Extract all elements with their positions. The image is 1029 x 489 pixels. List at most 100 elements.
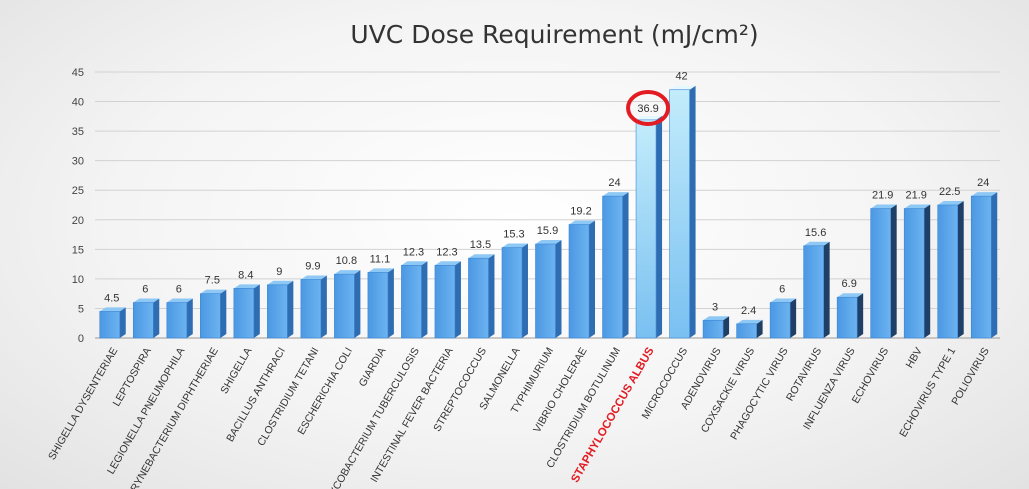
bar — [166, 298, 193, 339]
bar-front — [669, 89, 690, 339]
bar-side — [253, 284, 260, 338]
bar-front — [702, 319, 724, 339]
bar-front — [501, 247, 523, 339]
bar-side — [756, 319, 763, 338]
bar-side — [153, 298, 160, 338]
bars — [99, 85, 998, 339]
bar-side — [991, 192, 998, 338]
bar-front — [769, 302, 791, 339]
bar-side — [354, 270, 361, 338]
bar-top — [535, 240, 562, 245]
data-label: 36.9 — [637, 103, 658, 115]
bar-side — [119, 307, 126, 338]
bar-front — [568, 224, 590, 339]
bar-top — [468, 254, 495, 259]
bar-side — [521, 243, 528, 338]
bar-top — [703, 316, 730, 321]
y-tick-label: 20 — [72, 215, 84, 227]
data-labels: 4.5 6 6 7.5 8.4 9 9.9 10.8 11.1 12.3 12.3 13.5 15.3 1… — [104, 71, 989, 317]
bar-front — [468, 257, 489, 339]
data-label: 12.3 — [436, 246, 457, 258]
bar — [367, 268, 394, 339]
bar-side — [890, 204, 897, 338]
bar — [233, 284, 260, 339]
bar-front — [937, 204, 959, 339]
bar-side — [421, 261, 428, 338]
y-tick-label: 0 — [78, 333, 84, 345]
bar-front — [970, 195, 992, 339]
bar — [535, 240, 562, 339]
x-tick-label: HBV — [904, 346, 925, 371]
bar — [300, 275, 327, 339]
y-tick-label: 45 — [72, 67, 84, 79]
bar — [99, 307, 126, 339]
bar-top — [133, 298, 160, 303]
bar-top — [200, 289, 227, 294]
bar-top — [367, 268, 394, 273]
bar-top — [300, 275, 327, 280]
bar-front — [736, 323, 757, 339]
bar-top — [501, 243, 528, 248]
bar-front — [803, 245, 824, 339]
y-tick-label: 10 — [72, 274, 84, 286]
bar — [836, 293, 864, 339]
bar — [132, 298, 160, 339]
x-tick-label: SHIGELLA DYSENTERIAE — [46, 346, 120, 463]
data-label: 2.4 — [741, 305, 756, 317]
bar — [769, 298, 797, 339]
bar-top — [569, 220, 596, 225]
bar-side — [689, 85, 696, 338]
data-label: 19.2 — [570, 206, 591, 218]
bar-top — [770, 298, 797, 303]
data-label: 15.9 — [537, 225, 558, 237]
bar-side — [823, 241, 830, 338]
bar — [635, 115, 663, 339]
bar-side — [387, 268, 394, 338]
bar-top — [267, 280, 294, 285]
bar — [401, 261, 428, 339]
bar — [602, 192, 629, 339]
bar-top — [736, 319, 763, 324]
data-label: 15.6 — [805, 227, 826, 239]
y-tick-label: 40 — [72, 97, 84, 109]
bar-side — [488, 254, 495, 338]
bar — [803, 241, 830, 339]
bar-front — [334, 273, 355, 339]
bar-side — [454, 261, 461, 338]
bar — [736, 319, 763, 339]
bar-top — [602, 192, 629, 197]
data-label: 11.1 — [370, 253, 391, 265]
bar — [501, 243, 528, 339]
data-label: 6 — [142, 284, 148, 296]
bar-side — [287, 280, 294, 338]
data-label: 15.3 — [503, 229, 524, 241]
y-tick-label: 35 — [72, 126, 84, 138]
bar-top — [870, 204, 897, 209]
bar-side — [555, 240, 562, 338]
data-label: 10.8 — [336, 255, 357, 267]
x-tick-label: SHIGELLA — [218, 346, 254, 396]
bar — [200, 289, 227, 339]
bar-front — [200, 293, 221, 339]
bar-top — [401, 261, 428, 266]
data-label: 8.4 — [238, 269, 253, 281]
bar-side — [857, 293, 864, 338]
data-label: 6 — [779, 284, 785, 296]
x-axis: SHIGELLA DYSENTERIAELEPTOSPIRALEGIONELLA… — [46, 345, 992, 489]
bar-top — [434, 261, 461, 266]
bar-front — [870, 208, 891, 339]
bar-top — [233, 284, 260, 289]
bar-front — [300, 279, 322, 339]
bar-front — [836, 296, 858, 339]
bar-front — [903, 208, 925, 339]
bar-side — [622, 192, 629, 338]
bar — [937, 201, 964, 339]
bar-side — [220, 289, 227, 338]
data-label: 21.9 — [872, 190, 893, 202]
y-tick-label: 5 — [78, 303, 84, 315]
bar-top — [334, 270, 361, 275]
bar-front — [267, 284, 288, 339]
y-tick-label: 30 — [72, 156, 84, 168]
data-label: 12.3 — [403, 246, 424, 258]
